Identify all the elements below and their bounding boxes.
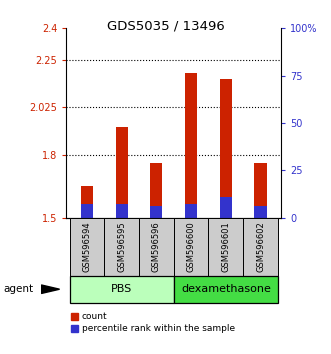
Text: GSM596601: GSM596601 [221, 222, 230, 272]
Bar [139, 218, 174, 276]
Text: GDS5035 / 13496: GDS5035 / 13496 [107, 19, 224, 33]
Legend: count, percentile rank within the sample: count, percentile rank within the sample [71, 313, 235, 333]
Bar [81, 186, 93, 218]
Bar [243, 218, 278, 276]
Text: PBS: PBS [111, 284, 132, 295]
Bar [185, 73, 197, 218]
Bar [150, 163, 163, 218]
Bar [116, 204, 128, 218]
Bar [255, 206, 266, 218]
Text: GSM596594: GSM596594 [82, 222, 91, 272]
Bar [185, 204, 197, 218]
Text: GSM596596: GSM596596 [152, 222, 161, 272]
Bar [81, 204, 93, 218]
Bar [209, 218, 243, 276]
Bar [104, 218, 139, 276]
Bar [220, 79, 232, 218]
Text: agent: agent [3, 284, 33, 294]
Text: GSM596602: GSM596602 [256, 222, 265, 272]
Text: GSM596600: GSM596600 [187, 222, 196, 272]
Polygon shape [41, 285, 60, 293]
Text: GSM596595: GSM596595 [117, 222, 126, 272]
Text: dexamethasone: dexamethasone [181, 284, 271, 295]
Bar [255, 163, 266, 218]
Bar [150, 206, 163, 218]
Bar [70, 218, 104, 276]
Bar [174, 276, 278, 303]
Bar [174, 218, 209, 276]
Bar [220, 197, 232, 218]
Bar [70, 276, 174, 303]
Bar [116, 127, 128, 218]
